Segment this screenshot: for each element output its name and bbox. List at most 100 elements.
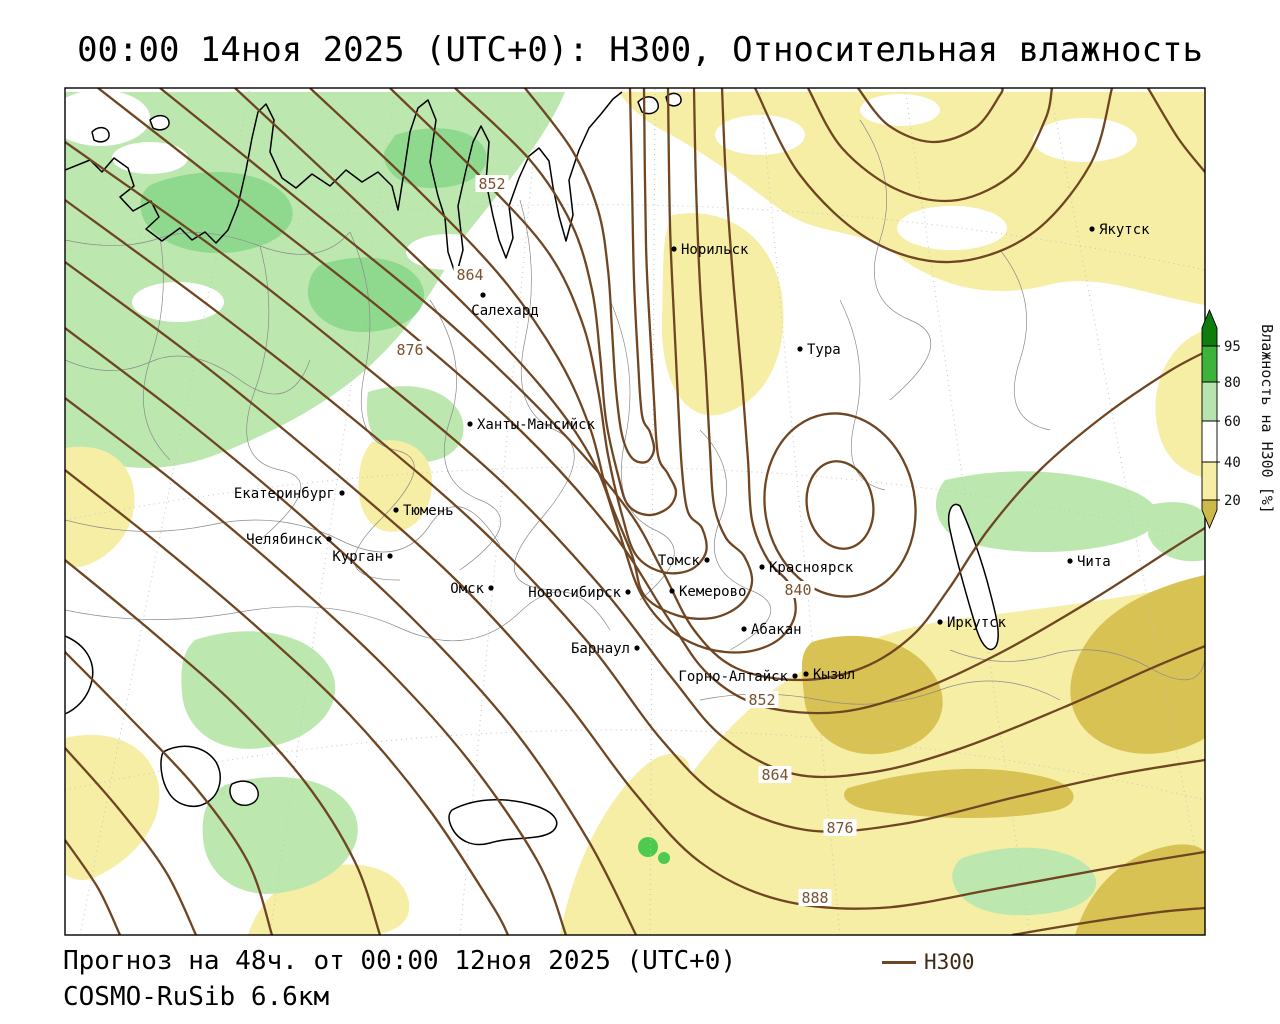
geopotential-contours-layer — [65, 88, 1205, 935]
city-marker — [669, 588, 675, 594]
city-label: Чита — [1077, 554, 1111, 570]
model-info: COSMO-RuSib 6.6км — [63, 982, 330, 1012]
forecast-info: Прогноз на 48ч. от 00:00 12ноя 2025 (UTC… — [63, 946, 737, 976]
h300-closed-low-contour — [763, 412, 917, 598]
city-label: Тюмень — [403, 503, 454, 519]
city-label: Норильск — [681, 242, 749, 258]
city-label: Горно-Алтайск — [678, 669, 788, 685]
city-label: Томск — [658, 553, 701, 569]
h300-contour-line — [65, 261, 1205, 910]
colorbar-tick-label: 95 — [1224, 339, 1241, 355]
city-label: Кемерово — [679, 584, 746, 600]
h300-contour-line — [806, 88, 1054, 203]
h300-contour-line — [1011, 906, 1205, 935]
city-marker — [488, 585, 494, 591]
city-marker — [797, 346, 803, 352]
h300-contour-line — [159, 88, 1205, 682]
humidity-colorbar: 95 80 60 40 20 Влажность на H300 [%] — [1201, 308, 1276, 530]
h300-closed-low-contour — [805, 460, 875, 550]
city-marker — [671, 246, 677, 252]
city-label: Омск — [450, 581, 484, 597]
contour-value-label: 852 — [478, 175, 505, 193]
contour-value-label: 864 — [761, 766, 788, 784]
h300-contour-line — [65, 559, 382, 935]
h300-contour-line — [65, 839, 122, 935]
city-marker — [339, 490, 345, 496]
h300-contour-line — [857, 88, 1004, 144]
contour-label-halo — [745, 691, 779, 708]
cities-layer: Норильск Якутск Тура Салехард Ханты-Мансийск… — [234, 222, 1150, 685]
city-label: Ханты-Мансийск — [477, 417, 596, 433]
contour-legend-line — [882, 960, 916, 964]
city-label: Салехард — [471, 303, 538, 319]
city-label: Иркутск — [947, 615, 1007, 631]
h300-contour-line — [65, 199, 1205, 833]
h300-contour-line — [65, 651, 274, 935]
h300-contour-line — [65, 469, 510, 935]
city-marker — [480, 292, 486, 298]
h300-contour-line — [65, 747, 198, 935]
city-marker — [393, 507, 399, 513]
city-label: Челябинск — [246, 532, 322, 548]
h300-contour-line — [65, 141, 1205, 779]
city-label: Красноярск — [769, 560, 854, 576]
city-marker — [937, 619, 943, 625]
city-marker — [792, 673, 798, 679]
city-label: Курган — [332, 549, 383, 565]
city-marker — [387, 553, 393, 559]
h300-contour-line — [524, 88, 656, 464]
city-label: Екатеринбург — [234, 486, 335, 502]
contour-value-label: 876 — [826, 819, 853, 837]
city-label: Новосибирск — [528, 585, 621, 601]
h300-contour-line — [753, 88, 1114, 264]
city-marker — [803, 671, 809, 677]
contour-value-label: 864 — [456, 266, 483, 284]
h300-contour-line — [454, 88, 678, 517]
city-marker — [704, 557, 710, 563]
h300-contour-line — [234, 88, 797, 654]
city-marker — [759, 564, 765, 570]
contour-value-label: 852 — [748, 691, 775, 709]
contour-label-halo — [823, 819, 857, 836]
city-label: Тура — [807, 342, 841, 358]
city-marker — [326, 536, 332, 542]
region-borders-layer — [65, 119, 1205, 705]
city-marker — [467, 421, 473, 427]
colorbar-tick-label: 80 — [1224, 375, 1241, 391]
h300-contour-line — [65, 397, 568, 935]
city-marker — [634, 645, 640, 651]
city-label: Абакан — [751, 622, 802, 638]
humidity-fill-layer — [65, 90, 1205, 935]
contour-value-label: 888 — [801, 889, 828, 907]
city-marker — [625, 589, 631, 595]
h300-contour-line — [65, 327, 638, 935]
h300-contour-line — [309, 88, 754, 620]
colorbar-tick-label: 60 — [1224, 414, 1241, 430]
colorbar-title: Влажность на H300 [%] — [1258, 324, 1276, 514]
colorbar-tick-label: 20 — [1224, 493, 1241, 509]
city-label: Кызыл — [813, 667, 855, 683]
h300-contour-line — [1147, 88, 1205, 173]
city-label: Якутск — [1099, 222, 1150, 238]
contour-legend: H300 — [882, 950, 975, 974]
contour-legend-label: H300 — [924, 950, 975, 974]
contour-label-halo — [758, 766, 792, 783]
graticule-layer — [65, 88, 1205, 935]
contour-label-halo — [453, 266, 487, 283]
contour-value-label: 840 — [784, 581, 811, 599]
map-title: 00:00 14ноя 2025 (UTC+0): H300, Относите… — [77, 30, 1203, 70]
h300-contour-line — [97, 88, 1205, 715]
contour-label-halo — [781, 581, 815, 598]
city-marker — [1089, 226, 1095, 232]
city-marker — [741, 626, 747, 632]
h300-contour-line — [389, 88, 708, 575]
contour-labels-layer: 852 864 876 840 852 864 876 888 — [393, 175, 857, 907]
contour-label-halo — [393, 341, 427, 358]
contour-label-halo — [798, 889, 832, 906]
colorbar-tick-label: 40 — [1224, 455, 1241, 471]
contour-label-halo — [475, 175, 509, 192]
city-marker — [1067, 558, 1073, 564]
city-label: Барнаул — [571, 641, 630, 657]
